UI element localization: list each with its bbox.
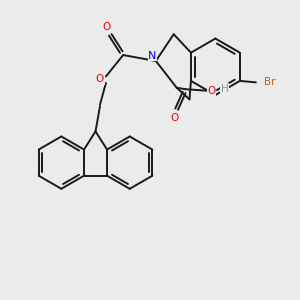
Text: Br: Br <box>264 77 276 87</box>
Text: N: N <box>148 51 157 61</box>
Text: O: O <box>207 86 215 96</box>
Text: O: O <box>103 22 111 32</box>
Text: O: O <box>170 113 179 123</box>
Text: H: H <box>221 84 229 94</box>
Text: O: O <box>96 74 104 84</box>
